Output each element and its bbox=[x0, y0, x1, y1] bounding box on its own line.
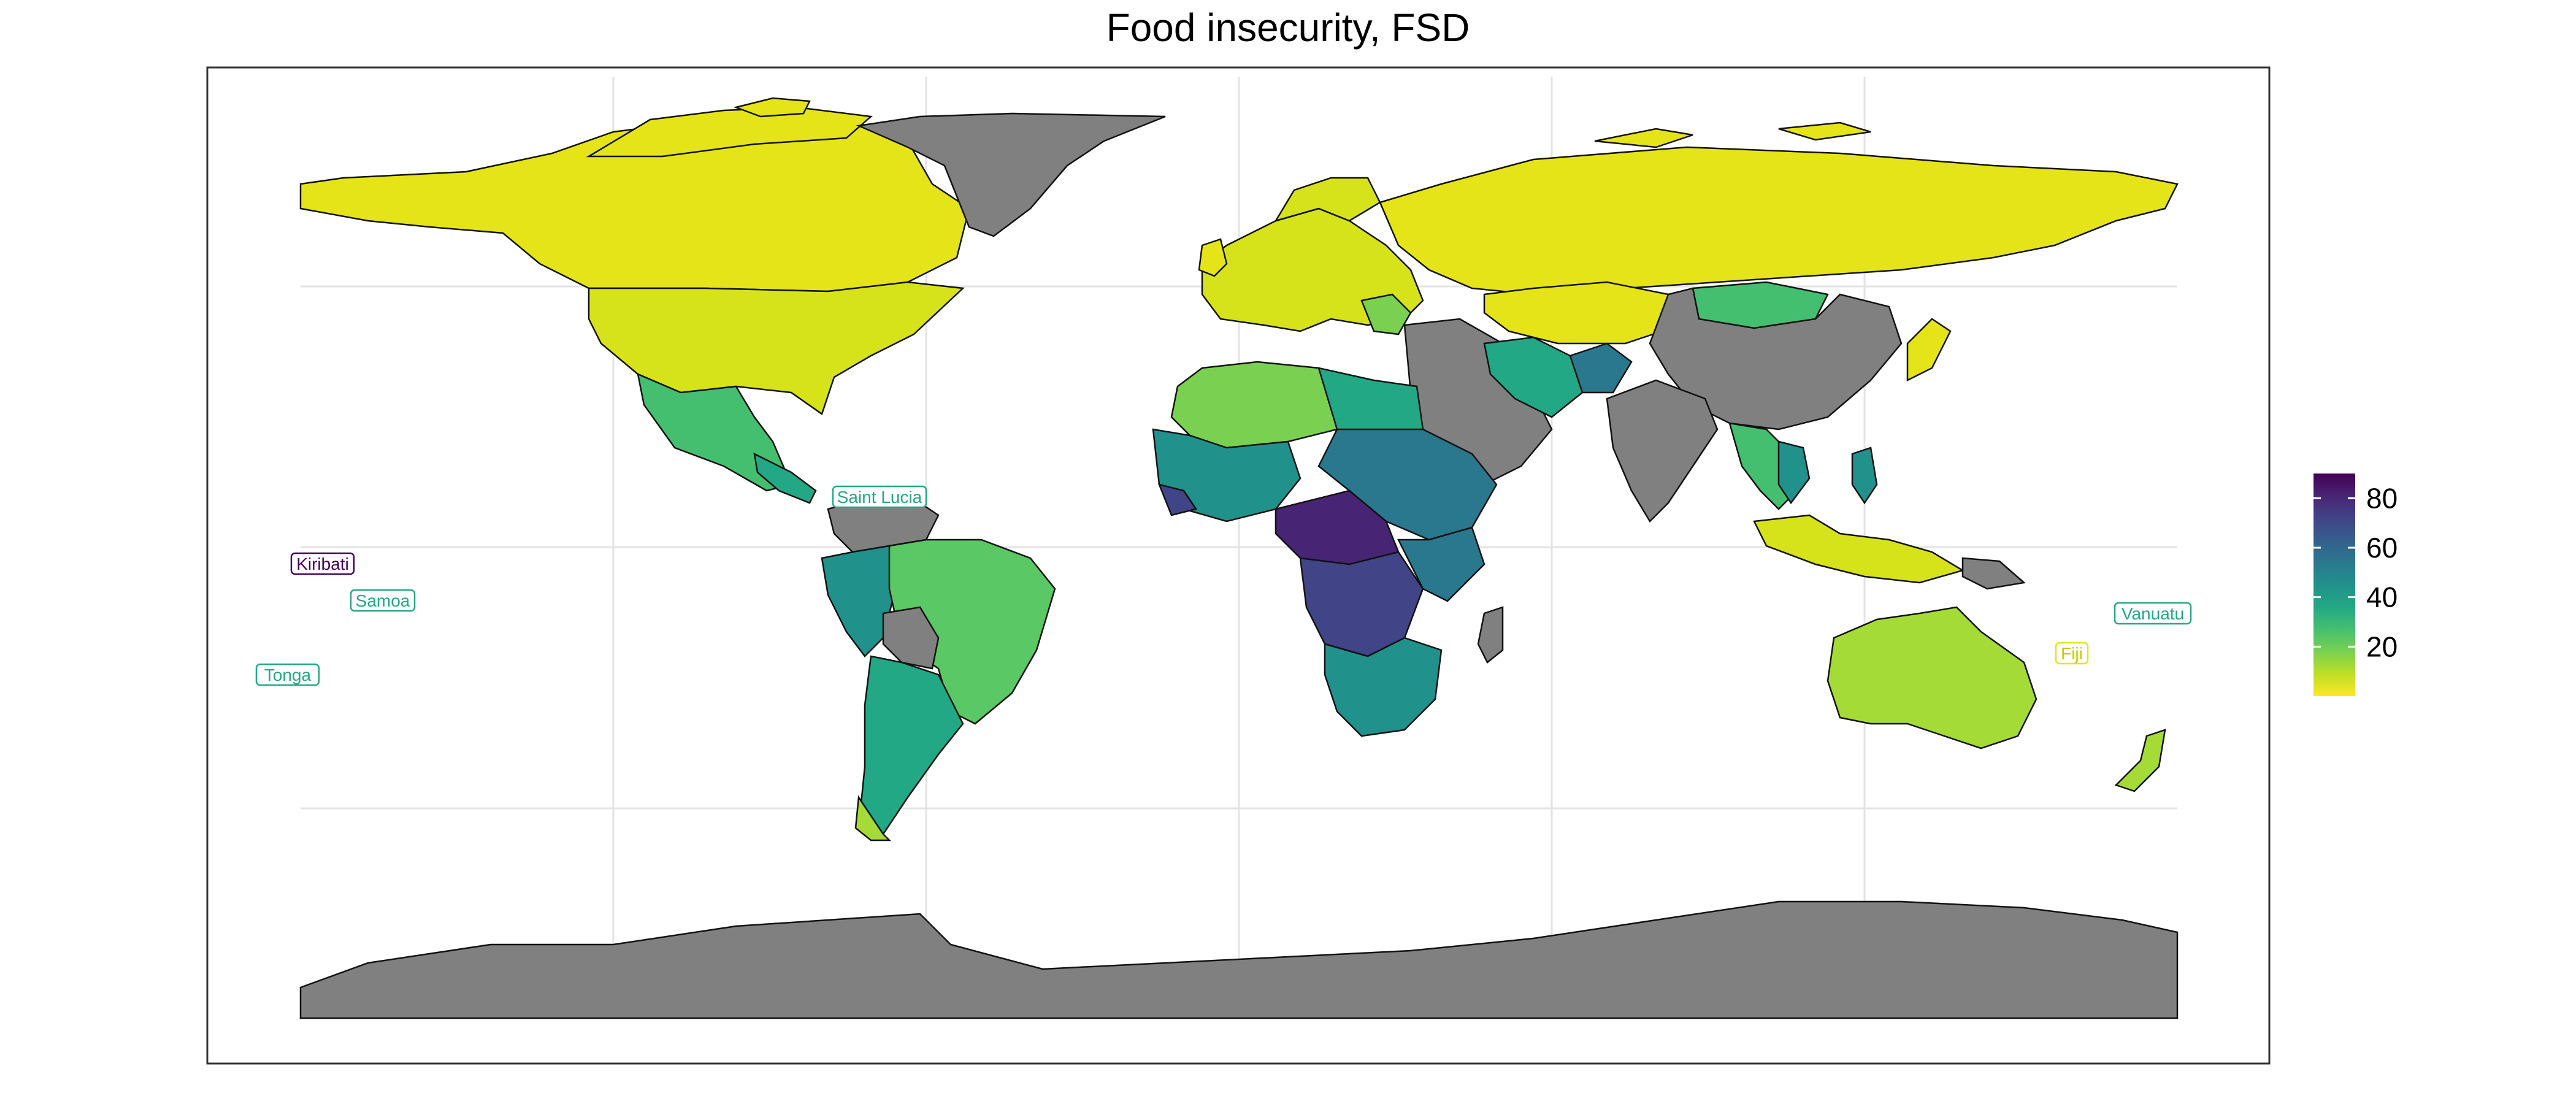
region-bolivia bbox=[882, 606, 940, 670]
legend-colorbar bbox=[2313, 473, 2355, 696]
region-central-america-isthmus bbox=[753, 452, 817, 504]
region-canadian-arctic bbox=[586, 106, 873, 158]
region-usa bbox=[588, 281, 965, 415]
region-uk bbox=[1198, 238, 1228, 277]
region-canada-alaska bbox=[299, 115, 970, 293]
legend: 20 40 60 80 bbox=[2313, 473, 2398, 696]
region-patagonia bbox=[854, 795, 892, 841]
region-argentina-chile bbox=[857, 655, 964, 835]
callout-vanuatu-box bbox=[2114, 602, 2192, 625]
callout-tonga-label: Tonga bbox=[264, 665, 312, 684]
region-arctic-island bbox=[733, 97, 811, 118]
callout-samoa-label: Samoa bbox=[356, 591, 410, 610]
legend-tick-label: 40 bbox=[2366, 581, 2398, 613]
region-australia bbox=[1827, 606, 2037, 749]
callout-kiribati-label: Kiribati bbox=[296, 554, 349, 573]
callout-vanuatu: Vanuatu bbox=[2114, 602, 2192, 625]
callout-fiji: Fiji bbox=[2055, 642, 2089, 665]
region-antarctica bbox=[299, 900, 2179, 1019]
region-vietnam-cambodia bbox=[1777, 440, 1811, 505]
callout-tonga-box bbox=[255, 663, 320, 686]
callout-tonga: Tonga bbox=[255, 663, 320, 686]
callout-kiribati-box bbox=[290, 552, 355, 575]
callout-vanuatu-label: Vanuatu bbox=[2122, 604, 2184, 623]
callout-fiji-label: Fiji bbox=[2061, 644, 2083, 663]
region-scandinavia bbox=[1274, 177, 1381, 223]
callout-samoa: Samoa bbox=[350, 589, 416, 612]
callout-kiribati: Kiribati bbox=[290, 552, 355, 575]
callout-fiji-box bbox=[2055, 642, 2089, 665]
region-afghanistan bbox=[1569, 342, 1633, 394]
region-madagascar bbox=[1477, 606, 1504, 664]
legend-tick-label: 80 bbox=[2366, 482, 2398, 514]
region-japan bbox=[1906, 318, 1952, 382]
region-russia-arctic-islands bbox=[1594, 121, 1871, 148]
region-east-africa bbox=[1397, 526, 1485, 602]
region-new-guinea bbox=[1961, 557, 2026, 590]
legend-tick-label: 20 bbox=[2366, 631, 2398, 662]
callout-saint-lucia-box bbox=[832, 485, 927, 508]
map-title: Food insecurity, FSD bbox=[1106, 6, 1470, 50]
region-iran bbox=[1483, 336, 1584, 418]
callout-saint-lucia: Saint Lucia bbox=[832, 485, 927, 508]
callout-samoa-box bbox=[350, 589, 416, 612]
region-greenland bbox=[856, 112, 1166, 237]
region-russia bbox=[1379, 146, 2179, 296]
region-sierra-leone bbox=[1157, 483, 1198, 516]
land-masses bbox=[299, 97, 2179, 1019]
region-india bbox=[1606, 379, 1719, 523]
region-balkans bbox=[1360, 293, 1412, 335]
legend-tick-label: 60 bbox=[2366, 532, 2398, 564]
callout-saint-lucia-label: Saint Lucia bbox=[837, 488, 922, 507]
region-southern-africa bbox=[1324, 637, 1443, 737]
legend-ticks: 20 40 60 80 bbox=[2313, 482, 2398, 662]
region-new-zealand bbox=[2114, 729, 2166, 792]
region-philippines bbox=[1851, 447, 1878, 505]
